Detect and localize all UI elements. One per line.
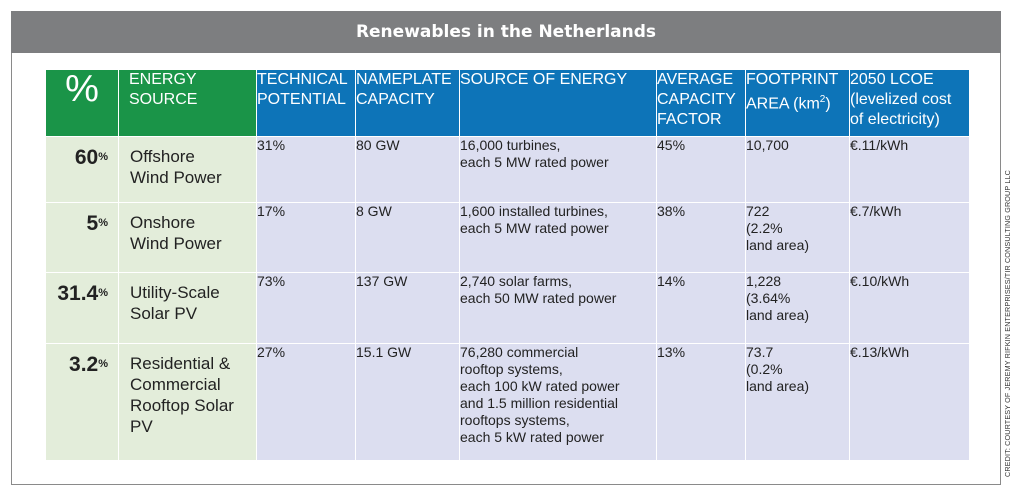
table-row: 31.4% Utility-Scale Solar PV 73% 137 GW … [45,272,970,344]
header-percent: % [45,69,119,137]
percent-sign: % [98,151,108,163]
table-row: 3.2% Residential & Commercial Rooftop So… [45,343,970,461]
row-average-capacity-factor: 38% [656,202,746,273]
table-row: 5% Onshore Wind Power 17% 8 GW 1,600 ins… [45,202,970,273]
credit-line: CREDIT: COURTESY OF JEREMY RIFKIN ENTERP… [1003,170,1012,477]
header-average-capacity-factor: AVERAGE CAPACITY FACTOR [656,69,746,137]
row-average-capacity-factor: 13% [656,343,746,461]
percent-value: 31.4 [57,282,99,305]
row-percent: 3.2% [45,343,119,461]
footprint-superscript: 2 [819,94,826,105]
table-row: 60% Offshore Wind Power 31% 80 GW 16,000… [45,136,970,203]
row-average-capacity-factor: 45% [656,136,746,203]
header-technical-potential: TECHNICAL POTENTIAL [256,69,356,137]
header-lcoe: 2050 LCOE (levelized cost of electricity… [849,69,970,137]
percent-sign: % [98,358,108,370]
row-technical-potential: 27% [256,343,356,461]
row-source-of-energy: 2,740 solar farms, each 50 MW rated powe… [459,272,657,344]
row-percent: 60% [45,136,119,203]
row-source-of-energy: 1,600 installed turbines, each 5 MW rate… [459,202,657,273]
header-energy-source: ENERGY SOURCE [118,69,257,137]
percent-sign: % [98,287,108,299]
header-source-of-energy: SOURCE OF ENERGY [459,69,657,137]
row-energy-source: Residential & Commercial Rooftop Solar P… [118,343,257,461]
percent-sign: % [98,217,108,229]
row-average-capacity-factor: 14% [656,272,746,344]
row-footprint-area: 722 (2.2% land area) [745,202,850,273]
row-technical-potential: 73% [256,272,356,344]
row-nameplate-capacity: 80 GW [355,136,460,203]
row-technical-potential: 31% [256,136,356,203]
row-percent: 5% [45,202,119,273]
row-source-of-energy: 76,280 commercial rooftop systems, each … [459,343,657,461]
row-nameplate-capacity: 15.1 GW [355,343,460,461]
row-percent: 31.4% [45,272,119,344]
renewables-table: % ENERGY SOURCE TECHNICAL POTENTIAL NAME… [45,69,970,461]
row-lcoe: €.11/kWh [849,136,970,203]
row-lcoe: €.7/kWh [849,202,970,273]
header-footprint-area: FOOTPRINT AREA (km2) [745,69,850,137]
percent-value: 3.2 [69,353,99,376]
row-footprint-area: 1,228 (3.64% land area) [745,272,850,344]
row-source-of-energy: 16,000 turbines, each 5 MW rated power [459,136,657,203]
row-nameplate-capacity: 137 GW [355,272,460,344]
table-title: Renewables in the Netherlands [11,11,1001,53]
row-lcoe: €.13/kWh [849,343,970,461]
row-energy-source: Utility-Scale Solar PV [118,272,257,344]
row-energy-source: Onshore Wind Power [118,202,257,273]
percent-value: 60 [74,146,99,169]
row-footprint-area: 10,700 [745,136,850,203]
row-nameplate-capacity: 8 GW [355,202,460,273]
header-nameplate-capacity: NAMEPLATE CAPACITY [355,69,460,137]
row-lcoe: €.10/kWh [849,272,970,344]
footprint-close: ) [825,95,831,113]
row-technical-potential: 17% [256,202,356,273]
row-footprint-area: 73.7 (0.2% land area) [745,343,850,461]
header-row: % ENERGY SOURCE TECHNICAL POTENTIAL NAME… [45,69,970,137]
row-energy-source: Offshore Wind Power [118,136,257,203]
percent-value: 5 [86,212,99,235]
footprint-label: FOOTPRINT AREA (km [746,71,839,113]
